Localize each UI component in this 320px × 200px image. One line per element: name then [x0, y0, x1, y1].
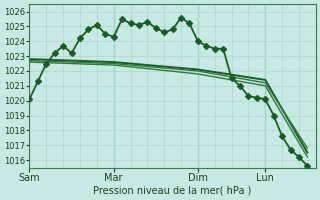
X-axis label: Pression niveau de la mer( hPa ): Pression niveau de la mer( hPa ) [93, 186, 252, 196]
